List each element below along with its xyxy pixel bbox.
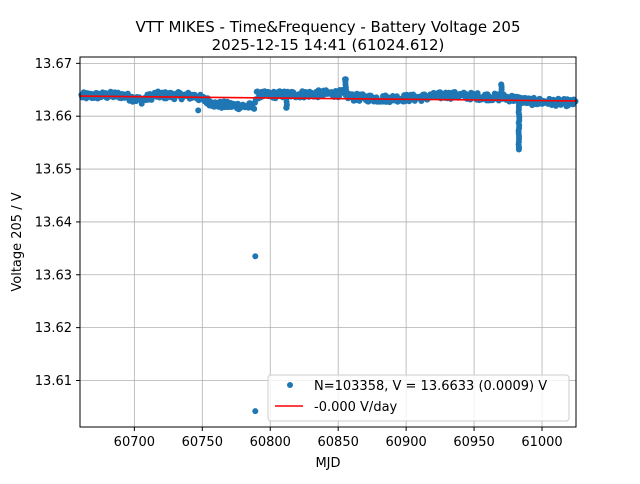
y-tick-label: 13.62: [35, 321, 72, 336]
plot-area: [80, 57, 576, 427]
legend-marker-points: [287, 382, 293, 388]
chart-title-line1: VTT MIKES - Time&Frequency - Battery Vol…: [135, 18, 520, 36]
data-point: [252, 408, 259, 415]
y-tick-label: 13.67: [35, 57, 72, 72]
x-tick-label: 60850: [318, 435, 359, 450]
data-point: [342, 92, 349, 99]
x-axis-label: MJD: [315, 456, 340, 471]
data-layer: [78, 76, 579, 415]
x-tick-label: 61000: [521, 435, 562, 450]
legend-box: [267, 374, 570, 422]
trend-line: [79, 95, 577, 102]
x-tick-label: 60800: [250, 435, 291, 450]
chart-title-line2: 2025-12-15 14:41 (61024.612): [212, 36, 445, 54]
grid-lines: [80, 57, 576, 427]
plot-frame: [79, 56, 577, 428]
x-tick-label: 60950: [453, 435, 494, 450]
x-tick-label: 60750: [182, 435, 223, 450]
data-point: [498, 93, 504, 100]
legend: N=103358, V = 13.6633 (0.0009) V -0.000 …: [267, 374, 570, 422]
y-tick-label: 13.65: [35, 163, 72, 178]
data-point: [252, 253, 259, 260]
data-point: [498, 81, 505, 88]
data-point: [251, 105, 258, 112]
legend-label-trend: -0.000 V/day: [314, 400, 398, 415]
y-tick-label: 13.64: [35, 215, 72, 230]
data-point: [342, 76, 348, 83]
y-tick-label: 13.61: [35, 374, 72, 389]
data-point: [283, 104, 290, 111]
data-point: [195, 107, 202, 114]
y-tick-label: 13.63: [35, 268, 72, 283]
axis-ticks: 60700 60750 60800 60850 60900 60950 61000 13.61…: [35, 57, 563, 450]
legend-label-points: N=103358, V = 13.6633 (0.0009) V: [314, 379, 547, 394]
data-point: [529, 101, 536, 108]
y-tick-label: 13.66: [35, 110, 72, 125]
x-tick-label: 60900: [385, 435, 426, 450]
data-point: [515, 144, 522, 151]
x-tick-label: 60700: [114, 435, 155, 450]
y-axis-label: Voltage 205 / V: [10, 192, 25, 291]
